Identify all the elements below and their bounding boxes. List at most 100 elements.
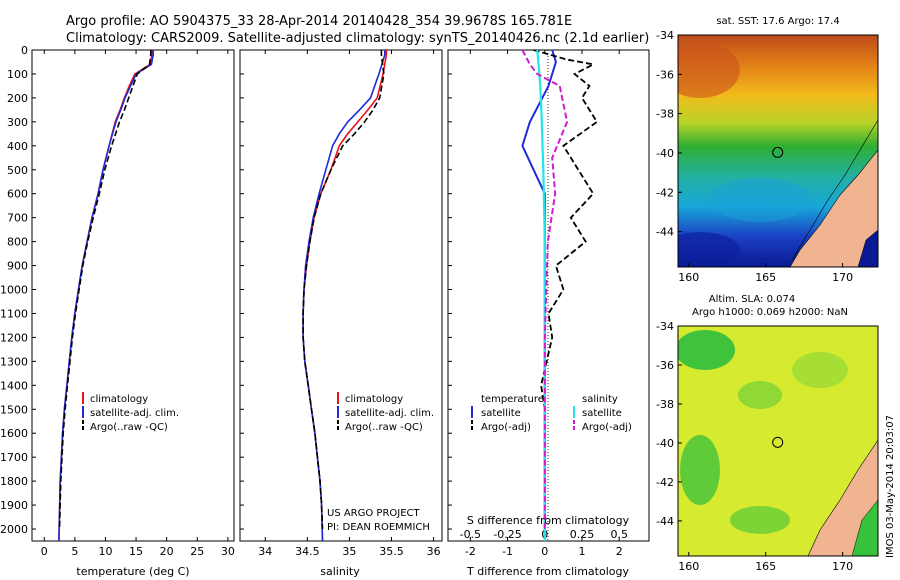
lat-tick-label: -34 xyxy=(656,29,674,42)
y-tick-label: 400 xyxy=(7,140,28,153)
sla-map-frame xyxy=(677,325,879,557)
temperature-tick-labels: 0 5 10 15 20 25 30 xyxy=(41,50,235,558)
lat-tick-label: -40 xyxy=(656,147,674,160)
x-tick-label: -2 xyxy=(465,545,476,558)
salinity-panel: 34 34.5 35 35.5 36 salinity climatology sate… xyxy=(239,49,443,578)
y-tick-label: 300 xyxy=(7,116,28,129)
legend-label-temp-satellite: satellite xyxy=(481,408,521,419)
lat-tick-label: -42 xyxy=(656,186,674,199)
sla-lon-tick-labels: 160 165 170 xyxy=(678,552,853,573)
y-tick-label: 1700 xyxy=(0,451,28,464)
y-tick-label: 900 xyxy=(7,260,28,273)
sla-argo-location-marker xyxy=(772,436,784,448)
y-tick-label: 1600 xyxy=(0,427,28,440)
lat-tick-label: -36 xyxy=(656,68,674,81)
figure-title-line-1: Argo profile: AO 5904375_33 28-Apr-2014 … xyxy=(66,14,572,29)
y-tick-label: 2000 xyxy=(0,523,28,536)
project-credit: US ARGO PROJECT xyxy=(327,508,421,519)
lat-tick-label: -40 xyxy=(656,437,674,450)
lon-tick-label: 165 xyxy=(755,271,776,284)
salinity-axis-label: salinity xyxy=(320,565,360,578)
y-tick-label: 1400 xyxy=(0,379,28,392)
sla-map-title-line-2: Argo h1000: 0.069 h2000: NaN xyxy=(692,307,848,318)
legend-title-salinity: salinity xyxy=(582,394,618,405)
figure-title-line-2: Climatology: CARS2009. Satellite-adjuste… xyxy=(66,31,649,46)
x-tick-label: 35 xyxy=(342,545,356,558)
y-tick-label: 1000 xyxy=(0,284,28,297)
lat-tick-label: -38 xyxy=(656,108,674,121)
sst-land xyxy=(789,149,878,267)
sla-patch-4 xyxy=(792,352,848,388)
y-tick-label: 600 xyxy=(7,188,28,201)
y-tick-label: 1200 xyxy=(0,331,28,344)
lon-tick-label: 170 xyxy=(832,271,853,284)
y-tick-label: 700 xyxy=(7,212,28,225)
sla-lat-tick-labels: -34 -36 -38 -40 -42 -44 xyxy=(656,320,682,528)
y-tick-label: 0 xyxy=(21,44,28,57)
series-line-2 xyxy=(302,50,386,542)
series-line-1 xyxy=(521,49,557,541)
x-tick-label: 5 xyxy=(71,545,78,558)
s-tick-label: 0.5 xyxy=(610,528,628,541)
sla-patch-1 xyxy=(678,330,735,370)
lon-tick-label: 165 xyxy=(755,560,776,573)
temperature-legend: climatology satellite-adj. clim. Argo(..… xyxy=(82,392,179,433)
sla-patch-3 xyxy=(680,435,720,505)
y-tick-label: 800 xyxy=(7,236,28,249)
x-tick-label: 0 xyxy=(541,545,548,558)
sst-patch-warm xyxy=(678,42,740,98)
y-tick-label: 1800 xyxy=(0,475,28,488)
depth-tick-labels: 0 100 200 300 400 500 600 700 800 900 1000 1100 1200… xyxy=(0,44,452,536)
sst-lon-tick-labels: 160 165 170 xyxy=(678,263,853,284)
y-tick-label: 200 xyxy=(7,92,28,105)
sst-patch-cold xyxy=(678,232,740,267)
s-tick-label: -0.5 xyxy=(460,528,481,541)
difference-legend: temperature satellite Argo(-adj) salinit… xyxy=(471,394,632,433)
lon-tick-label: 160 xyxy=(678,271,699,284)
salinity-legend: climatology satellite-adj. clim. Argo(..… xyxy=(337,392,434,433)
series-line-1 xyxy=(302,50,388,542)
legend-label-temp-argo: Argo(-adj) xyxy=(481,422,531,433)
temperature-axes-frame xyxy=(31,49,235,542)
series-line-1 xyxy=(58,50,153,542)
series-line-2 xyxy=(533,49,599,529)
t-difference-axis-label: T difference from climatology xyxy=(466,565,629,578)
series-line-4 xyxy=(521,49,569,529)
pi-credit: PI: DEAN ROEMMICH xyxy=(327,522,430,533)
y-tick-label: 1300 xyxy=(0,355,28,368)
lat-tick-label: -36 xyxy=(656,359,674,372)
sst-lat-tick-labels: -34 -36 -38 -40 -42 -44 xyxy=(656,29,682,239)
legend-label-argo: Argo(..raw -QC) xyxy=(345,422,423,433)
x-tick-label: 10 xyxy=(98,545,112,558)
y-tick-label: 500 xyxy=(7,164,28,177)
sst-contour xyxy=(791,119,878,261)
sst-land-north xyxy=(857,229,878,267)
lat-tick-label: -44 xyxy=(656,226,674,239)
difference-series xyxy=(521,49,599,541)
legend-label-satellite: satellite-adj. clim. xyxy=(90,408,179,419)
lon-tick-label: 160 xyxy=(678,560,699,573)
legend-label-sal-satellite: satellite xyxy=(582,408,622,419)
x-tick-label: 0 xyxy=(41,545,48,558)
legend-label-satellite: satellite-adj. clim. xyxy=(345,408,434,419)
temperature-series xyxy=(58,50,154,542)
series-line-3 xyxy=(302,50,385,530)
legend-label-sal-argo: Argo(-adj) xyxy=(582,422,632,433)
x-tick-label: 1 xyxy=(579,545,586,558)
legend-label-argo: Argo(..raw -QC) xyxy=(90,422,168,433)
x-tick-label: 15 xyxy=(129,545,143,558)
difference-panel: -2 -1 0 1 2 -0.5 -0.25 0 0.25 0.5 T difference f… xyxy=(447,49,650,578)
temperature-axis-label: temperature (deg C) xyxy=(76,565,189,578)
sla-map-title-line-1: Altim. SLA: 0.074 xyxy=(709,294,795,305)
y-tick-label: 1500 xyxy=(0,403,28,416)
sst-argo-location-marker xyxy=(772,146,784,158)
legend-label-climatology: climatology xyxy=(345,394,403,405)
lat-tick-label: -42 xyxy=(656,476,674,489)
sst-patch-cool xyxy=(710,178,810,222)
x-tick-label: 34.5 xyxy=(295,545,320,558)
x-tick-label: 35.5 xyxy=(379,545,404,558)
lat-tick-label: -44 xyxy=(656,515,674,528)
lat-tick-label: -34 xyxy=(656,320,674,333)
sst-map-frame xyxy=(677,34,879,268)
